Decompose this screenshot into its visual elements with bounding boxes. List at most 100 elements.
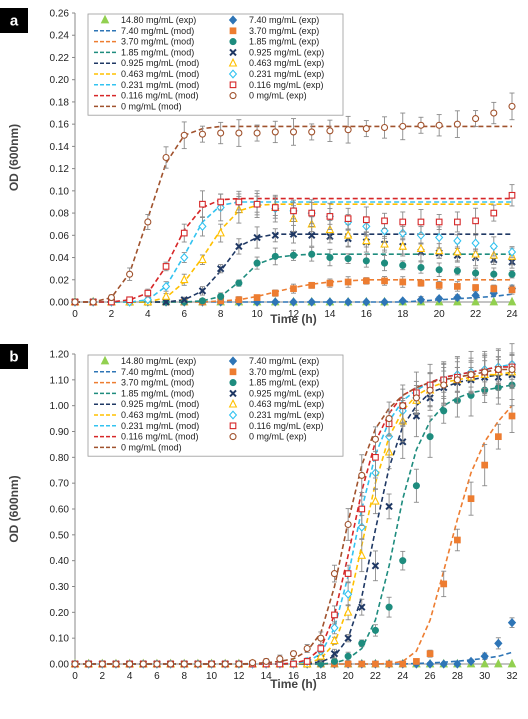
data-point [198, 221, 207, 232]
data-point [199, 200, 206, 208]
panel-letter: b [9, 349, 18, 366]
panel-badge: b [0, 344, 28, 369]
data-point [180, 660, 188, 668]
y-tick-label: 1.20 [50, 350, 70, 361]
legend-swatch-marker [100, 355, 110, 365]
data-point [417, 218, 425, 226]
data-point [139, 660, 147, 668]
legend-item: 7.40 mg/mL (mod) [94, 26, 194, 36]
legend-swatch-marker [228, 57, 238, 67]
data-point [399, 660, 407, 668]
data-point [253, 129, 261, 137]
x-tick-label: 8 [218, 309, 224, 320]
data-point [417, 263, 425, 272]
legend-item: 0 mg/mL (mod) [94, 442, 182, 452]
legend-label: 1.85 mg/mL (exp) [249, 378, 319, 388]
data-point [362, 216, 370, 224]
y-tick-label: 0.08 [50, 209, 70, 220]
data-point [235, 296, 243, 304]
y-tick-label: 0.00 [50, 298, 70, 309]
data-point [217, 129, 225, 137]
data-point [454, 536, 461, 544]
y-tick-label: 0.20 [50, 75, 70, 86]
x-tick-label: 4 [145, 309, 151, 320]
legend-item: 0 mg/mL (exp) [229, 91, 307, 101]
data-point [358, 660, 366, 668]
data-point [271, 231, 279, 240]
data-point [494, 433, 502, 441]
panel-badge: a [0, 8, 28, 33]
data-point [289, 128, 298, 136]
data-point [153, 660, 161, 668]
x-tick-label: 22 [370, 671, 382, 682]
data-point [435, 121, 443, 129]
data-point [343, 230, 353, 239]
x-tick-label: 14 [261, 671, 273, 682]
data-point [398, 241, 408, 250]
data-point [180, 229, 188, 237]
legend-item: 0.925 mg/mL (mod) [94, 399, 199, 409]
x-tick-label: 32 [506, 671, 518, 682]
legend-label: 1.85 mg/mL (exp) [249, 37, 319, 47]
data-point [344, 660, 352, 668]
legend-item: 0.925 mg/mL (exp) [229, 388, 324, 398]
y-tick-label: 0.26 [50, 9, 70, 20]
data-point [466, 656, 476, 667]
legend-swatch-marker [229, 379, 237, 387]
data-point [344, 520, 352, 529]
panel-badge-box [0, 344, 28, 369]
legend-item: 0.463 mg/mL (mod) [94, 69, 199, 79]
data-point [308, 128, 316, 136]
legend-label: 0.925 mg/mL (exp) [249, 47, 324, 57]
legend-item: 7.40 mg/mL (exp) [228, 356, 319, 366]
data-point [289, 230, 298, 238]
data-point [271, 297, 280, 307]
data-point [107, 294, 115, 302]
legend-item: 7.40 mg/mL (mod) [94, 367, 194, 377]
data-point [198, 130, 207, 138]
y-tick-label: 0.04 [50, 253, 70, 264]
data-point [344, 255, 352, 263]
data-point [248, 659, 257, 667]
data-point [490, 285, 498, 293]
data-point [217, 292, 225, 300]
data-point [494, 658, 503, 668]
legend-label: 3.70 mg/mL (mod) [121, 378, 194, 388]
legend-label: 0.116 mg/mL (exp) [249, 421, 324, 431]
data-point [508, 412, 516, 420]
legend-item: 3.70 mg/mL (mod) [94, 378, 194, 388]
data-point [330, 649, 339, 658]
data-point [453, 120, 461, 128]
data-point [308, 209, 316, 217]
data-point [467, 495, 475, 503]
data-point [216, 227, 225, 237]
data-point [307, 297, 316, 307]
data-point [162, 263, 170, 270]
data-point [385, 660, 393, 668]
data-point [380, 259, 389, 267]
data-point [399, 278, 407, 286]
data-point [362, 277, 370, 285]
data-point [490, 209, 498, 217]
data-point [358, 603, 366, 611]
legend-item: 0.463 mg/mL (exp) [228, 398, 324, 409]
legend-swatch-marker [229, 92, 237, 100]
x-tick-label: 24 [397, 671, 409, 682]
legend-label: 1.85 mg/mL (mod) [121, 388, 194, 398]
x-tick-label: 12 [288, 309, 300, 320]
data-point [494, 638, 503, 648]
legend-item: 0.116 mg/mL (mod) [94, 91, 199, 101]
data-point [143, 295, 152, 305]
data-point [508, 270, 516, 278]
data-point [435, 218, 443, 226]
data-point [144, 218, 152, 226]
data-point [98, 660, 106, 668]
y-tick-label: 0.10 [50, 634, 70, 645]
legend-label: 14.80 mg/mL (exp) [121, 356, 196, 366]
data-point [489, 241, 498, 252]
data-point [262, 657, 270, 665]
panel-letter: a [10, 13, 19, 30]
x-tick-label: 2 [109, 309, 115, 320]
legend-swatch-marker [229, 422, 237, 430]
data-point [399, 261, 407, 269]
